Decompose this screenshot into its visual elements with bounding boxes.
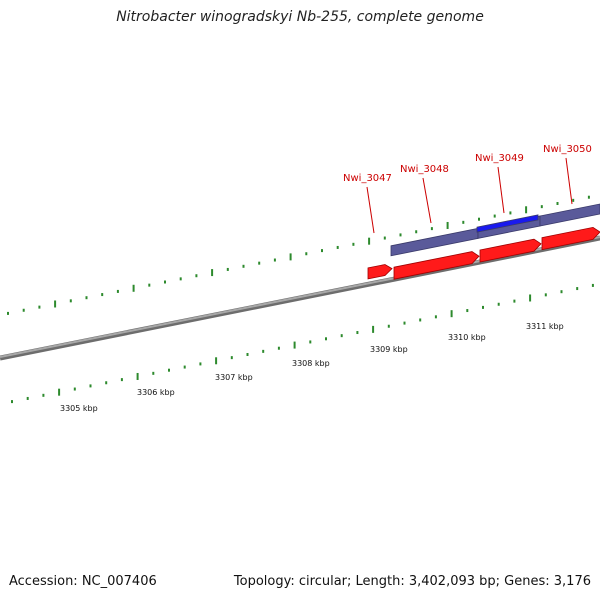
- feature-highlight-bar: [476, 214, 539, 233]
- accession-text: Accession: NC_007406: [9, 574, 157, 589]
- cds-arrow-nwi-3049: [479, 238, 542, 263]
- genome-summary-text: Topology: circular; Length: 3,402,093 bp…: [233, 574, 591, 589]
- gene-labels: Nwi_3047 Nwi_3048 Nwi_3049 Nwi_3050: [343, 144, 592, 234]
- gene-leader-line: [565, 157, 573, 205]
- ruler-label: 3308 kbp: [292, 359, 330, 368]
- ruler-label: 3307 kbp: [215, 373, 253, 382]
- gene-leader-line: [422, 177, 432, 224]
- gc-skew-track-upper: [7, 195, 590, 315]
- gc-skew-track-lower: [11, 283, 594, 404]
- feature-bar: [539, 203, 600, 227]
- gene-leader-line: [366, 186, 375, 234]
- gene-leader-line: [497, 166, 505, 214]
- map-title: Nitrobacter winogradskyi Nb-255, complet…: [116, 9, 484, 25]
- ruler-label: 3305 kbp: [60, 404, 98, 413]
- gene-label: Nwi_3050: [543, 144, 592, 155]
- cds-arrow-nwi-3050: [541, 226, 600, 251]
- feature-track: [390, 203, 600, 257]
- ruler-label: 3306 kbp: [137, 388, 175, 397]
- gene-label: Nwi_3049: [475, 153, 524, 164]
- cds-arrow-nwi-3047: [367, 264, 393, 280]
- gene-label: Nwi_3048: [400, 164, 449, 175]
- cds-track: [367, 226, 600, 280]
- ruler-label: 3311 kbp: [526, 322, 564, 331]
- ruler-label: 3309 kbp: [370, 345, 408, 354]
- ruler-label: 3310 kbp: [448, 333, 486, 342]
- cds-arrow-nwi-3048: [393, 251, 480, 280]
- feature-bar: [390, 227, 479, 257]
- ruler-track: 3305 kbp 3306 kbp 3307 kbp 3308 kbp 3309 kbp…: [60, 322, 564, 413]
- gene-label: Nwi_3047: [343, 173, 392, 184]
